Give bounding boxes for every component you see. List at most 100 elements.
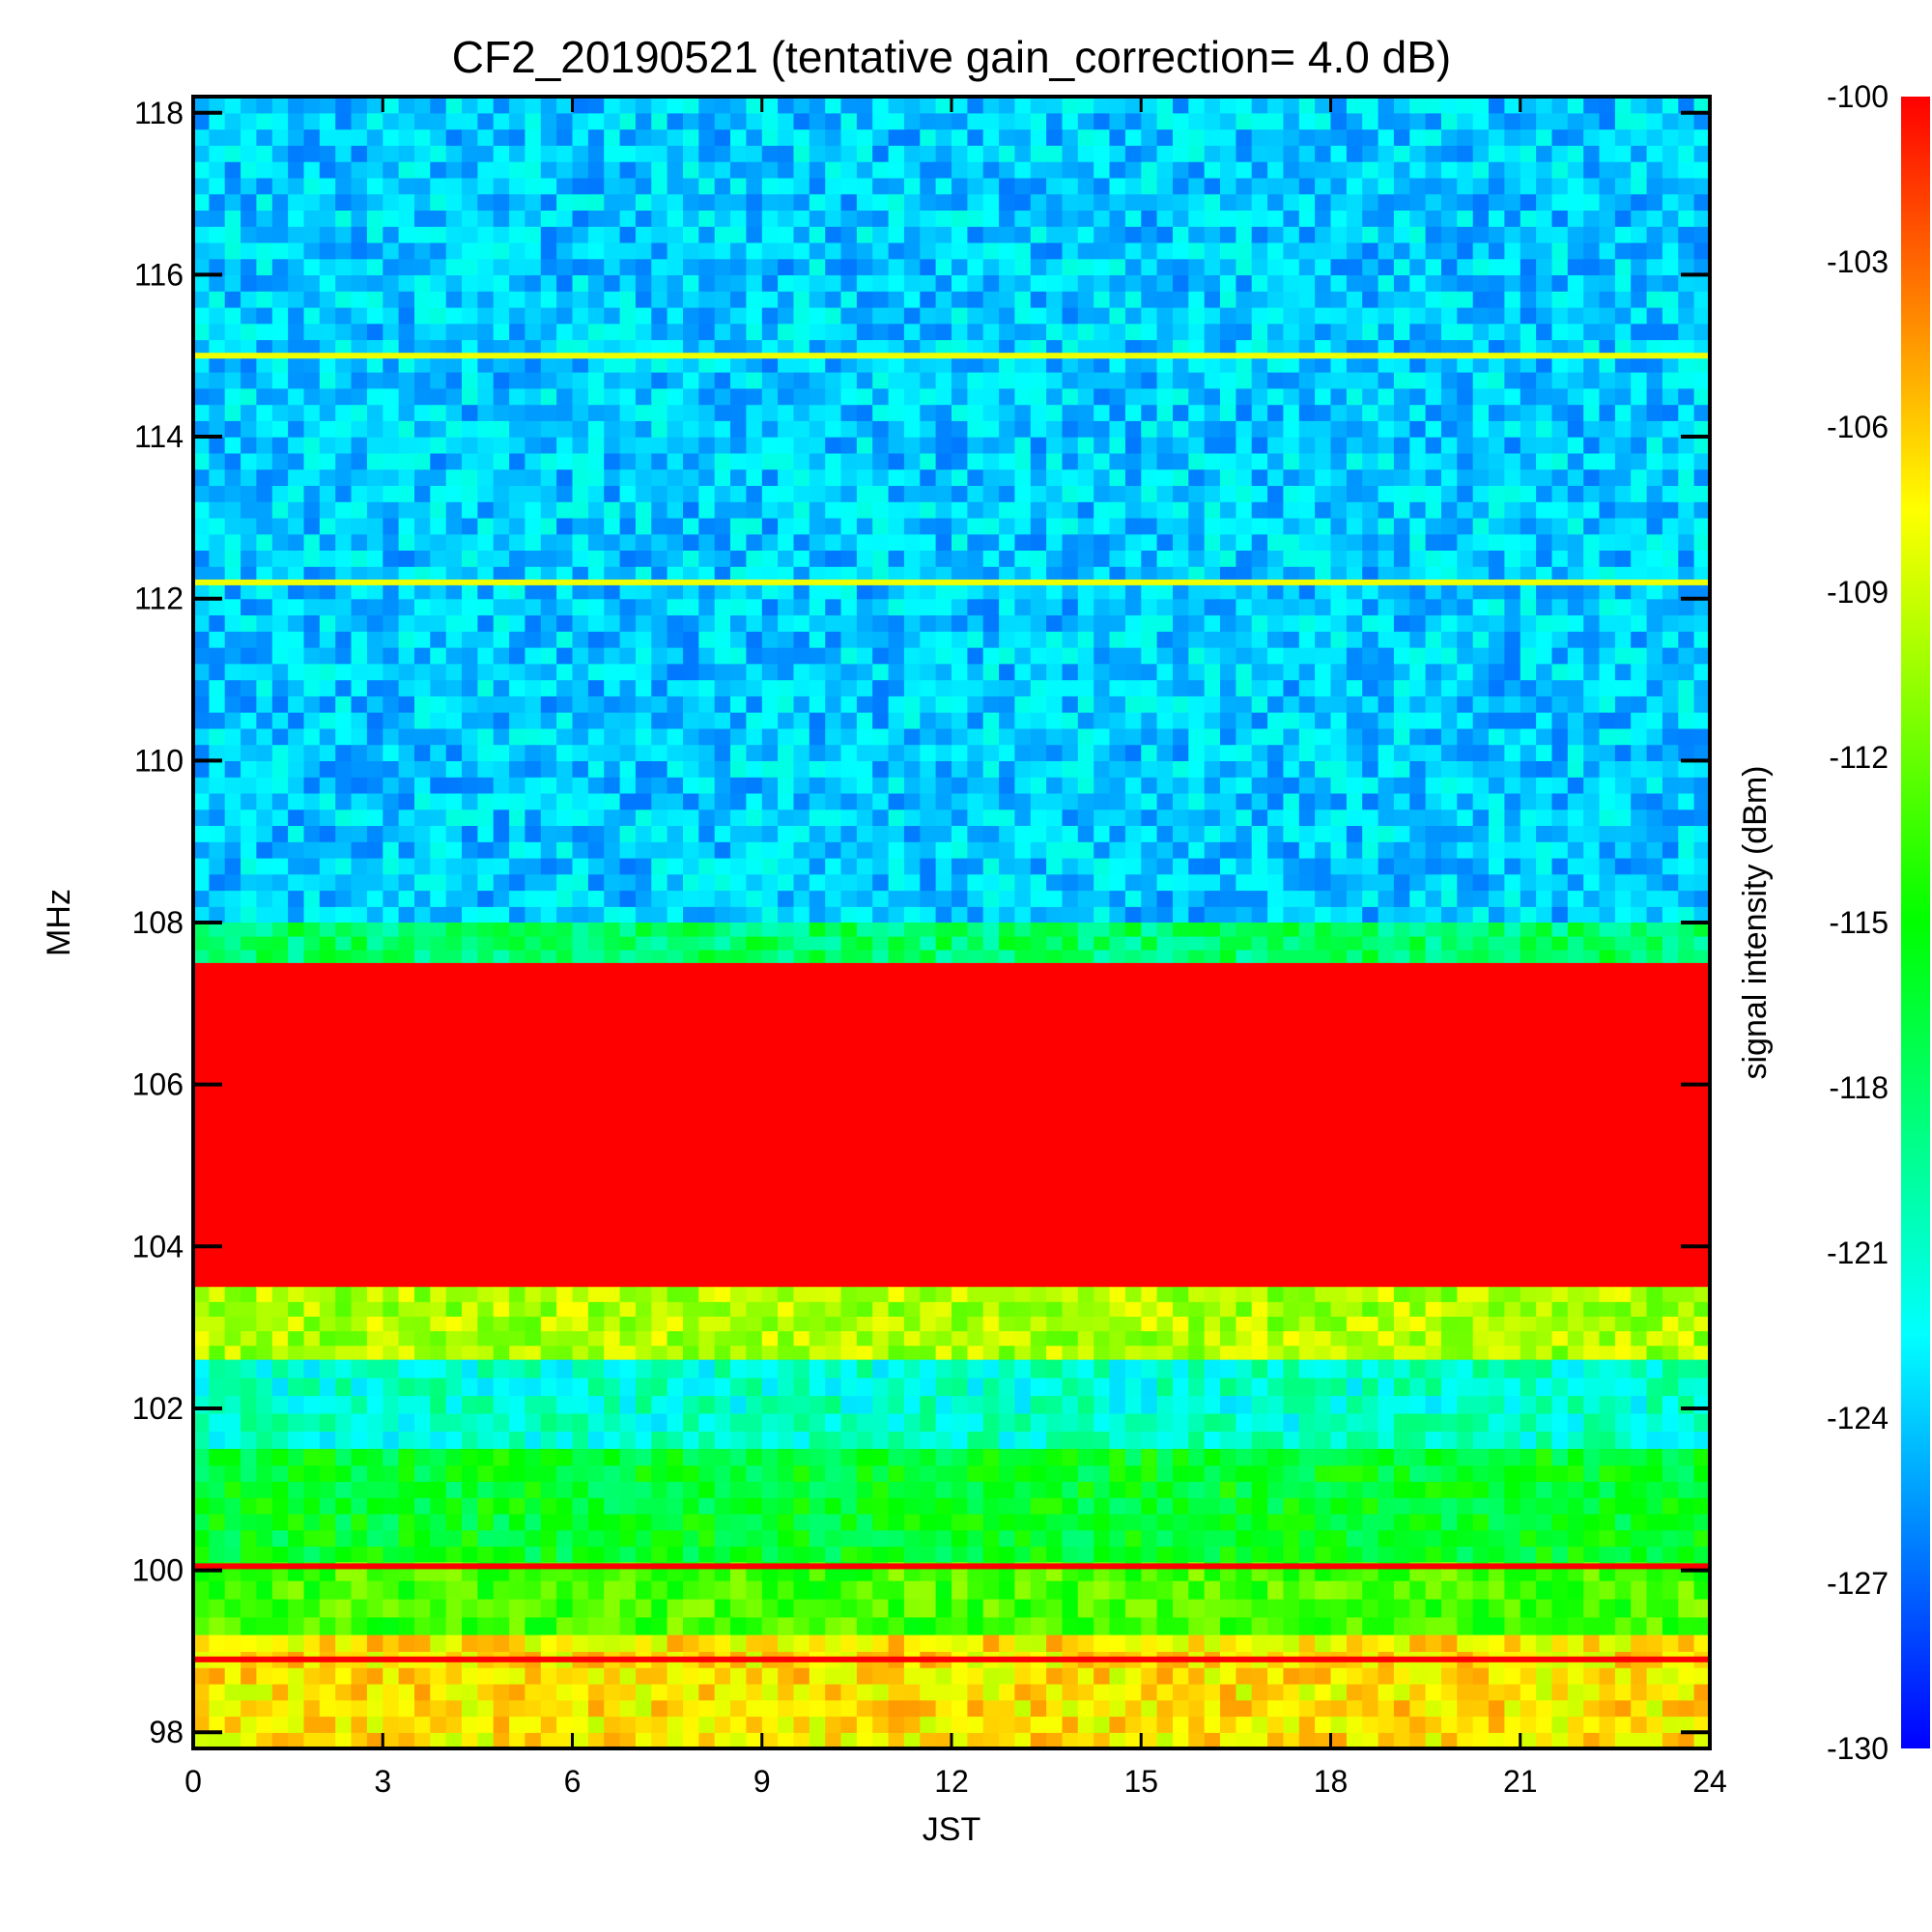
heatmap-cell (462, 226, 478, 243)
heatmap-cell (477, 566, 495, 583)
heatmap-cell (351, 949, 368, 964)
heatmap-cell (872, 825, 890, 842)
heatmap-cell (793, 727, 810, 746)
heatmap-cell (1441, 145, 1458, 162)
heatmap-cell (1173, 210, 1189, 227)
heatmap-cell (1251, 841, 1268, 859)
heatmap-cell (1030, 145, 1047, 162)
heatmap-cell (683, 792, 699, 810)
heatmap-cell (840, 825, 858, 842)
heatmap-cell (1520, 193, 1537, 211)
heatmap-cell (572, 906, 589, 923)
heatmap-cell (1425, 727, 1442, 746)
heatmap-cell (1567, 501, 1584, 519)
heatmap-cell (1220, 404, 1236, 421)
heatmap-cell (1441, 792, 1458, 810)
heatmap-cell (224, 809, 242, 826)
heatmap-cell (698, 469, 716, 486)
heatmap-cell (1614, 404, 1632, 421)
heatmap-cell (761, 841, 779, 859)
heatmap-cell (714, 809, 731, 826)
heatmap-cell (920, 485, 937, 502)
heatmap-cell (714, 210, 731, 227)
heatmap-cell (888, 420, 905, 438)
heatmap-cell (587, 469, 605, 486)
heatmap-cell (525, 323, 542, 341)
heatmap-cell (761, 372, 779, 389)
heatmap-cell (856, 598, 873, 616)
heatmap-cell (1094, 631, 1111, 648)
heatmap-cell (840, 890, 858, 907)
heatmap-cell (888, 291, 905, 308)
heatmap-cell (1109, 647, 1126, 665)
heatmap-cell (1457, 873, 1474, 892)
heatmap-cell (967, 452, 984, 470)
heatmap-cell (1220, 437, 1236, 454)
heatmap-cell (1646, 355, 1663, 373)
heatmap-cell (1156, 323, 1174, 341)
heatmap-cell (856, 727, 873, 746)
heatmap-cell (1599, 566, 1616, 583)
heatmap-cell (1315, 501, 1332, 519)
heatmap-cell (383, 177, 400, 195)
heatmap-cell (1283, 809, 1300, 826)
heatmap-cell (1567, 598, 1584, 616)
heatmap-cell (271, 437, 289, 454)
heatmap-cell (1599, 161, 1616, 179)
heatmap-cell (1046, 614, 1064, 632)
heatmap-cell (1425, 258, 1442, 275)
heatmap-cell (1489, 727, 1505, 746)
heatmap-cell (920, 339, 937, 356)
heatmap-cell (1551, 566, 1569, 583)
heatmap-cell (935, 598, 952, 616)
heatmap-cell (319, 809, 336, 826)
heatmap-cell (1283, 727, 1300, 746)
heatmap-cell (999, 226, 1016, 243)
heatmap-cell (698, 906, 716, 923)
heatmap-cell (1425, 274, 1442, 292)
heatmap-cell (1425, 663, 1442, 681)
heatmap-cell (1188, 274, 1206, 292)
heatmap-cell (351, 339, 368, 356)
heatmap-cell (1457, 696, 1474, 713)
heatmap-cell (209, 372, 226, 389)
heatmap-cell (1030, 614, 1047, 632)
heatmap-cell (683, 128, 699, 146)
heatmap-cell (241, 760, 258, 778)
heatmap-cell (1614, 161, 1632, 179)
heatmap-cell (1251, 582, 1268, 600)
heatmap-cell (1094, 339, 1111, 356)
heatmap-cell (761, 177, 779, 195)
heatmap-cell (920, 404, 937, 421)
heatmap-cell (1631, 291, 1648, 308)
heatmap-cell (1094, 792, 1111, 810)
heatmap-cell (920, 452, 937, 470)
heatmap-cell (825, 339, 842, 356)
heatmap-cell (1204, 809, 1221, 826)
heatmap-cell (1425, 949, 1442, 964)
heatmap-cell (651, 274, 668, 292)
heatmap-cell (366, 614, 384, 632)
heatmap-cell (319, 242, 336, 260)
heatmap-cell (1188, 873, 1206, 892)
heatmap-cell (1441, 128, 1458, 146)
heatmap-cell (1457, 631, 1474, 648)
heatmap-cell (1662, 177, 1679, 195)
heatmap-cell (1504, 792, 1521, 810)
heatmap-cell (1204, 614, 1221, 632)
heatmap-cell (1330, 760, 1348, 778)
heatmap-cell (1489, 663, 1505, 681)
heatmap-cell (1599, 306, 1616, 325)
heatmap-cell (1188, 485, 1206, 502)
heatmap-cell (809, 582, 826, 600)
heatmap-cell (1346, 355, 1363, 373)
heatmap-cell (730, 323, 747, 341)
heatmap-cell (1489, 517, 1505, 535)
heatmap-cell (256, 193, 273, 211)
heatmap-cell (651, 128, 668, 146)
heatmap-cell (1567, 242, 1584, 260)
heatmap-cell (1678, 306, 1695, 325)
heatmap-cell (888, 193, 905, 211)
heatmap-cell (319, 339, 336, 356)
heatmap-cell (1315, 582, 1332, 600)
